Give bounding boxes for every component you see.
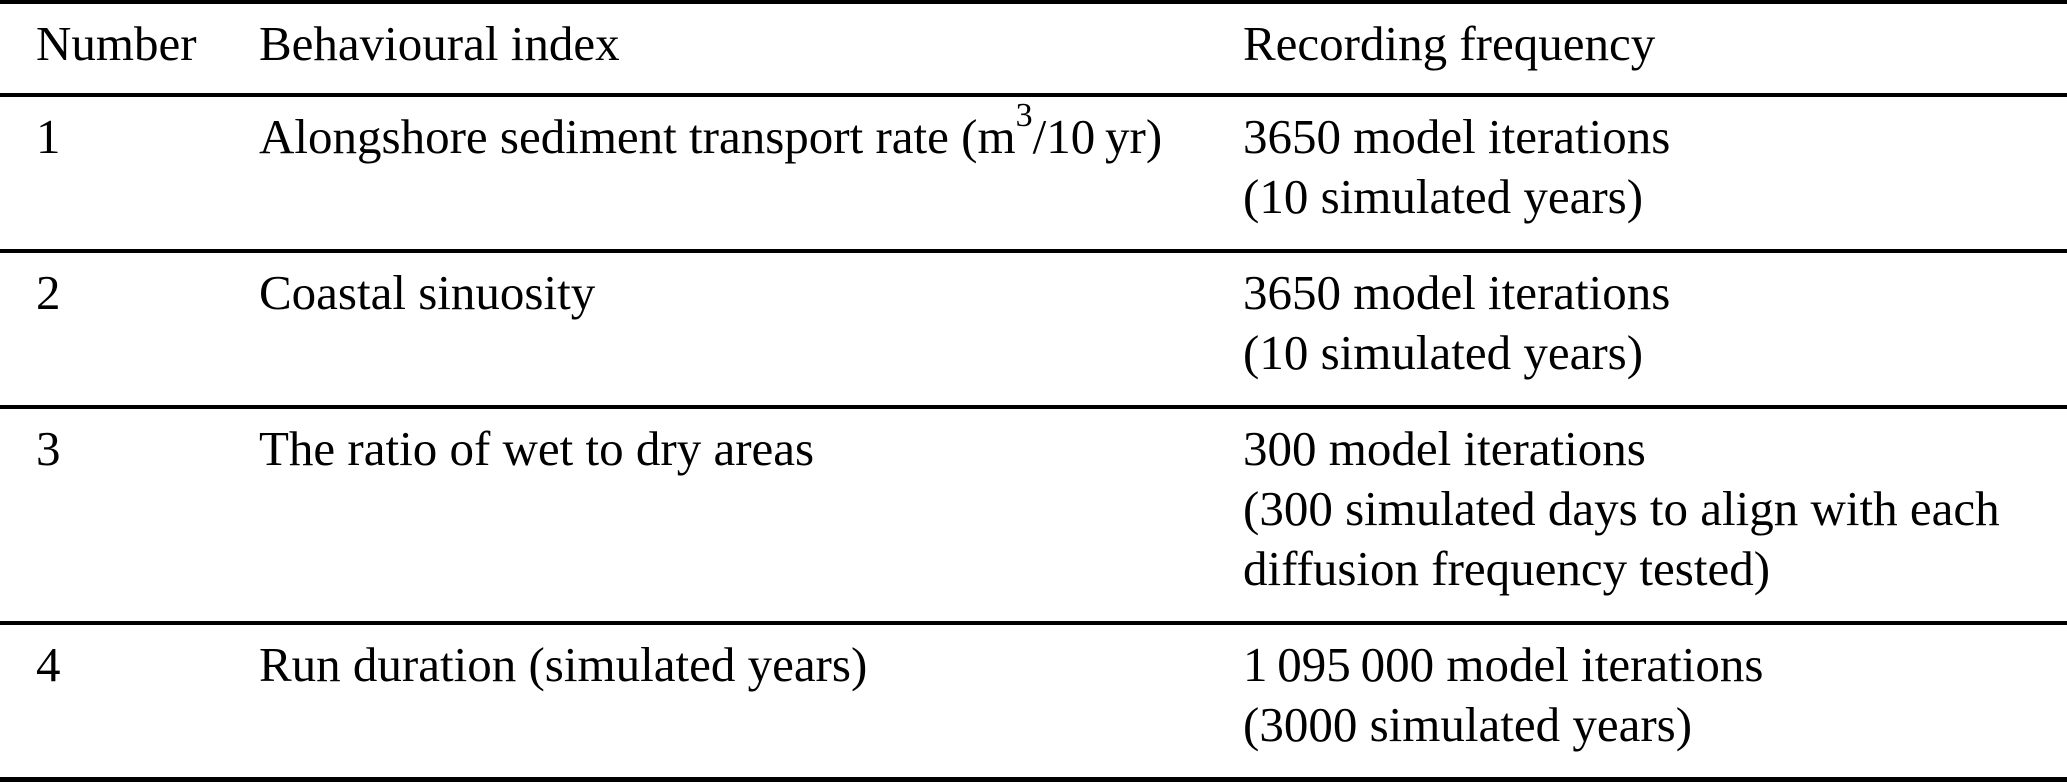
index-text: Run duration (simulated years) <box>259 637 868 692</box>
frequency-line: (10 simulated years) <box>1243 169 1644 224</box>
frequency-line: (10 simulated years) <box>1243 325 1644 380</box>
column-header-recording-frequency: Recording frequency <box>1243 16 1656 71</box>
cell-number: 2 <box>36 265 61 320</box>
table-row: 3 The ratio of wet to dry areas 300 mode… <box>0 407 2067 623</box>
cell-number: 1 <box>36 109 61 164</box>
frequency-line: diffusion frequency tested) <box>1243 541 1771 596</box>
cell-recording-frequency: 1 095 000 model iterations (3000 simulat… <box>1243 623 2067 780</box>
index-text: The ratio of wet to dry areas <box>259 421 815 476</box>
column-header-behavioural-index: Behavioural index <box>259 16 620 71</box>
column-header-number: Number <box>36 16 197 71</box>
cell-recording-frequency: 3650 model iterations (10 simulated year… <box>1243 95 2067 251</box>
table-header-row: Number Behavioural index Recording frequ… <box>0 2 2067 95</box>
cell-behavioural-index: Coastal sinuosity <box>259 251 1243 407</box>
table-row: 4 Run duration (simulated years) 1 095 0… <box>0 623 2067 780</box>
cell-number: 4 <box>36 637 61 692</box>
frequency-line: 3650 model iterations <box>1243 265 1671 320</box>
frequency-line: (3000 simulated years) <box>1243 697 1693 752</box>
cell-behavioural-index: Run duration (simulated years) <box>259 623 1243 780</box>
cell-behavioural-index: The ratio of wet to dry areas <box>259 407 1243 623</box>
index-text: /10 yr) <box>1032 109 1163 164</box>
frequency-line: 3650 model iterations <box>1243 109 1671 164</box>
frequency-line: (300 simulated days to align with each <box>1243 481 2000 536</box>
table-row: 2 Coastal sinuosity 3650 model iteration… <box>0 251 2067 407</box>
cell-recording-frequency: 300 model iterations (300 simulated days… <box>1243 407 2067 623</box>
cell-behavioural-index: Alongshore sediment transport rate (m3/1… <box>259 95 1243 251</box>
frequency-line: 1 095 000 model iterations <box>1243 637 1764 692</box>
cell-number: 3 <box>36 421 61 476</box>
cell-recording-frequency: 3650 model iterations (10 simulated year… <box>1243 251 2067 407</box>
frequency-line: 300 model iterations <box>1243 421 1646 476</box>
index-text: Coastal sinuosity <box>259 265 596 320</box>
index-superscript: 3 <box>1015 96 1033 134</box>
table-row: 1 Alongshore sediment transport rate (m3… <box>0 95 2067 251</box>
index-text: Alongshore sediment transport rate (m <box>259 109 1016 164</box>
